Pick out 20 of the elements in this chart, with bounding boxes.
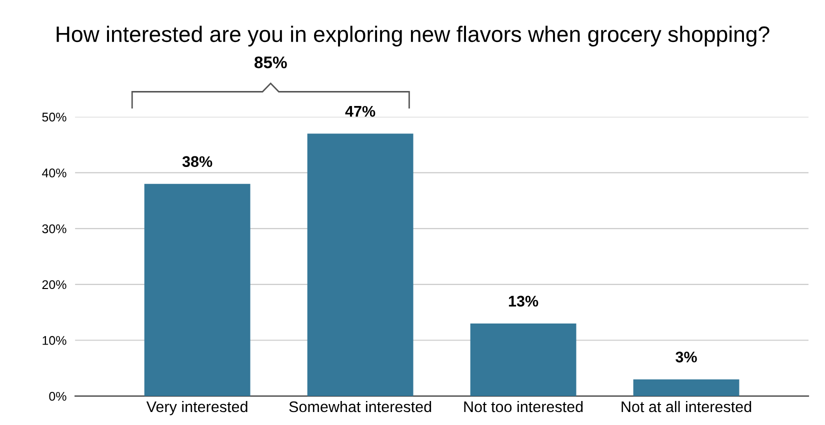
bar	[144, 184, 250, 396]
y-tick-label: 0%	[49, 392, 66, 401]
y-tick-label: 40%	[42, 168, 66, 178]
x-tick-label: Somewhat interested	[289, 400, 432, 412]
data-label: 13%	[508, 296, 538, 307]
data-label: 47%	[345, 106, 376, 117]
bar	[307, 134, 414, 396]
x-tick-label: Not at all interested	[622, 400, 752, 412]
y-tick-label: 50%	[42, 112, 66, 122]
data-label: 38%	[182, 156, 212, 167]
bar	[633, 379, 740, 396]
chart-title: How interested are you in exploring new flavors when grocery shopping?	[56, 26, 770, 46]
data-label: 3%	[676, 352, 697, 362]
bar	[470, 324, 576, 396]
y-tick-label: 30%	[42, 224, 66, 234]
y-tick-label: 10%	[42, 336, 66, 345]
y-tick-label: 20%	[42, 280, 66, 290]
x-tick-label: Not too interested	[464, 400, 583, 412]
x-tick-label: Very interested	[146, 400, 248, 416]
text: 85%	[254, 56, 287, 68]
